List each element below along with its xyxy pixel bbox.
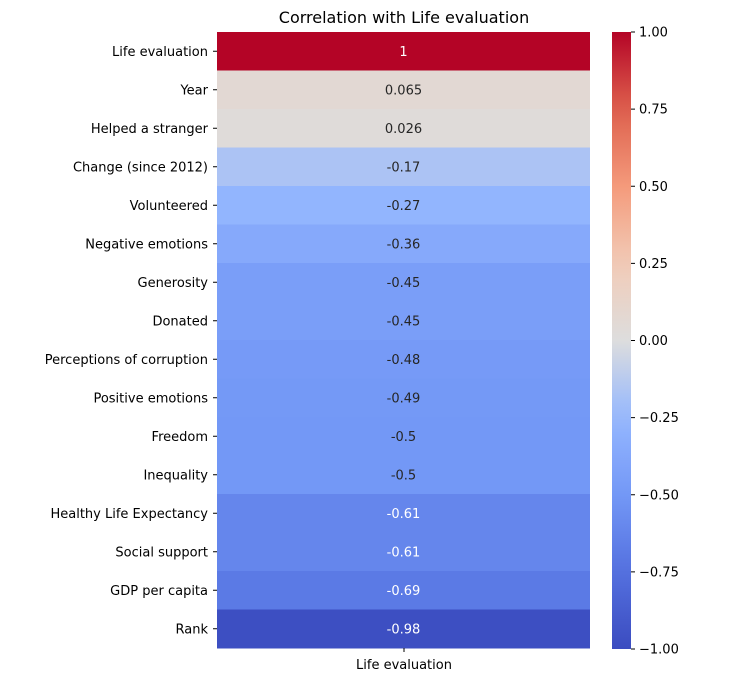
colorbar-tick-label: 0.00 bbox=[639, 334, 668, 349]
heatmap-cell bbox=[217, 378, 590, 418]
row-label: Social support bbox=[115, 545, 208, 560]
row-label: Generosity bbox=[138, 276, 209, 291]
colorbar-tick-label: −1.00 bbox=[639, 643, 679, 658]
heatmap-cell bbox=[217, 532, 590, 572]
cell-value-label: 1 bbox=[399, 45, 407, 60]
heatmap-cell bbox=[217, 494, 590, 533]
heatmap-cell bbox=[217, 455, 590, 495]
heatmap-cell bbox=[217, 340, 590, 379]
row-label: Helped a stranger bbox=[91, 122, 209, 137]
row-label: Rank bbox=[176, 622, 209, 637]
heatmap-cells: 1 0.065 0.026 -0.17 -0.27 -0.36 -0.45 -0.45 -0.4… bbox=[217, 32, 590, 649]
cell-value-label: 0.026 bbox=[385, 122, 422, 137]
row-label: Life evaluation bbox=[112, 45, 208, 60]
colorbar-tick-label: 0.75 bbox=[639, 103, 668, 118]
heatmap-cell bbox=[217, 186, 590, 225]
cell-value-label: -0.48 bbox=[387, 353, 421, 368]
row-label: Inequality bbox=[143, 468, 208, 483]
row-label: Positive emotions bbox=[93, 391, 208, 406]
cell-value-label: -0.5 bbox=[391, 468, 416, 483]
row-label: Perceptions of corruption bbox=[45, 353, 208, 368]
heatmap-cell bbox=[217, 417, 590, 456]
heatmap-cell bbox=[217, 147, 590, 187]
heatmap-cell bbox=[217, 571, 590, 610]
colorbar-tick-label: 1.00 bbox=[639, 26, 668, 41]
cell-value-label: -0.45 bbox=[387, 276, 421, 291]
colorbar-gradient bbox=[612, 32, 631, 649]
row-label: Healthy Life Expectancy bbox=[50, 507, 208, 522]
heatmap-cell bbox=[217, 301, 590, 341]
colorbar-tick-label: 0.25 bbox=[639, 257, 668, 272]
colorbar-tick-label: −0.25 bbox=[639, 411, 679, 426]
heatmap-cell bbox=[217, 263, 590, 302]
heatmap-cell bbox=[217, 70, 590, 110]
row-label: Volunteered bbox=[130, 199, 208, 214]
cell-value-label: -0.69 bbox=[387, 584, 421, 599]
heatmap-cell bbox=[217, 224, 590, 264]
row-label: Donated bbox=[152, 314, 208, 329]
colorbar-tick-label: −0.75 bbox=[639, 565, 679, 580]
row-label: Freedom bbox=[152, 430, 208, 445]
column-label: Life evaluation bbox=[356, 658, 452, 673]
colorbar-tick-label: −0.50 bbox=[639, 488, 679, 503]
colorbar: 1.00 0.75 0.50 0.25 0.00 −0.25 −0.50 −0.75 −1.00 bbox=[612, 26, 679, 658]
cell-value-label: -0.36 bbox=[387, 237, 421, 252]
heatmap-cell bbox=[217, 32, 590, 71]
row-label: GDP per capita bbox=[110, 584, 208, 599]
heatmap-cell bbox=[217, 109, 590, 148]
row-label: Negative emotions bbox=[85, 237, 208, 252]
cell-value-label: -0.45 bbox=[387, 314, 421, 329]
heatmap-cell bbox=[217, 609, 590, 649]
cell-value-label: -0.61 bbox=[387, 545, 421, 560]
cell-value-label: -0.98 bbox=[387, 622, 421, 637]
row-labels: Life evaluation Year Helped a stranger Chan… bbox=[45, 45, 217, 637]
cell-value-label: -0.5 bbox=[391, 430, 416, 445]
cell-value-label: -0.17 bbox=[387, 160, 421, 175]
chart-title: Correlation with Life evaluation bbox=[279, 8, 529, 27]
cell-value-label: -0.61 bbox=[387, 507, 421, 522]
row-label: Change (since 2012) bbox=[73, 160, 208, 175]
cell-value-label: -0.49 bbox=[387, 391, 421, 406]
row-label: Year bbox=[179, 83, 208, 98]
cell-value-label: 0.065 bbox=[385, 83, 422, 98]
colorbar-tick-label: 0.50 bbox=[639, 180, 668, 195]
cell-value-label: -0.27 bbox=[387, 199, 421, 214]
